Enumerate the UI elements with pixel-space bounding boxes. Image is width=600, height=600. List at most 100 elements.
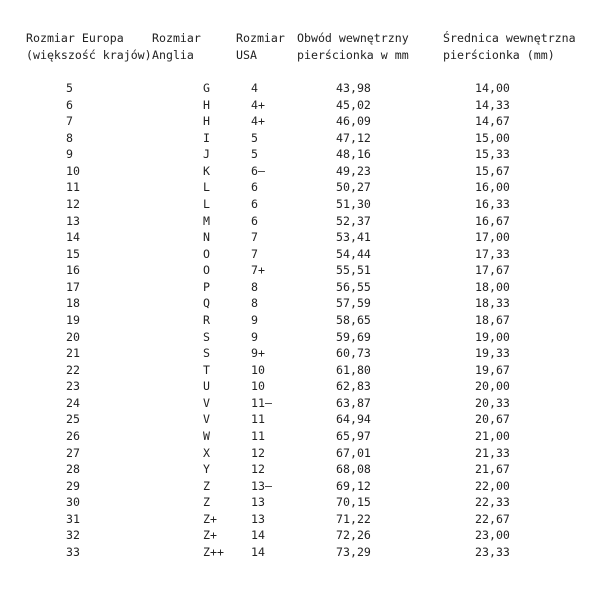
size-uk-cell: Q	[203, 296, 210, 311]
circumference-mm-cell: 52,37	[336, 213, 371, 228]
circumference-mm-cell: 50,27	[336, 180, 371, 195]
diameter-mm-cell: 17,33	[475, 246, 510, 261]
diameter-mm-cell: 21,00	[475, 428, 510, 443]
diameter-mm-cell: 15,33	[475, 147, 510, 162]
circumference-mm-cell: 49,23	[336, 163, 371, 178]
circumference-mm-cell: 70,15	[336, 495, 371, 510]
size-uk-cell: N	[203, 230, 210, 245]
size-usa-cell: 12	[251, 462, 265, 477]
size-europe-cell: 24	[66, 395, 80, 410]
size-uk-cell: G	[203, 81, 210, 95]
diameter-mm-cell: 20,00	[475, 379, 510, 394]
size-uk-cell: V	[203, 412, 210, 427]
diameter-mm-cell: 18,00	[475, 279, 510, 294]
size-usa-cell: 4+	[251, 114, 265, 129]
size-europe-cell: 7	[66, 114, 73, 129]
circumference-mm-cell: 71,22	[336, 511, 371, 526]
size-usa-cell: 10	[251, 362, 265, 377]
diameter-mm-cell: 14,00	[475, 81, 510, 95]
size-europe-cell: 5	[66, 81, 73, 95]
diameter-mm-cell: 23,00	[475, 528, 510, 543]
size-usa-cell: 13–	[251, 478, 272, 493]
size-usa-cell: 9+	[251, 346, 265, 361]
size-uk-cell: Z++	[203, 544, 224, 559]
size-usa-cell: 12	[251, 445, 265, 460]
circumference-mm-cell: 46,09	[336, 114, 371, 129]
size-europe-cell: 9	[66, 147, 73, 162]
size-uk-cell: Z+	[203, 511, 217, 526]
size-europe-cell: 21	[66, 346, 80, 361]
size-uk-cell: V	[203, 395, 210, 410]
circumference-mm-cell: 62,83	[336, 379, 371, 394]
size-usa-cell: 6	[251, 180, 258, 195]
size-uk-cell: O	[203, 263, 210, 278]
circumference-mm-cell: 64,94	[336, 412, 371, 427]
size-usa-cell: 7	[251, 246, 258, 261]
size-uk-cell: Z+	[203, 528, 217, 543]
diameter-mm-cell: 22,67	[475, 511, 510, 526]
size-uk-cell: P	[203, 279, 210, 294]
circumference-mm-cell: 59,69	[336, 329, 371, 344]
size-usa-cell: 5	[251, 130, 258, 145]
diameter-mm-cell: 16,00	[475, 180, 510, 195]
size-usa-cell: 9	[251, 329, 258, 344]
size-usa-cell: 13	[251, 495, 265, 510]
size-europe-cell: 28	[66, 462, 80, 477]
diameter-mm-cell: 20,67	[475, 412, 510, 427]
size-europe-cell: 17	[66, 279, 80, 294]
diameter-mm-cell: 15,67	[475, 163, 510, 178]
size-uk-cell: W	[203, 428, 210, 443]
diameter-mm-cell: 15,00	[475, 130, 510, 145]
size-uk-cell: L	[203, 180, 210, 195]
diameter-mm-cell: 19,33	[475, 346, 510, 361]
header-europe-line1: Rozmiar Europa	[26, 31, 124, 45]
diameter-mm-cell: 16,67	[475, 213, 510, 228]
size-europe-cell: 27	[66, 445, 80, 460]
diameter-mm-cell: 14,67	[475, 114, 510, 129]
header-usa-line1: Rozmiar	[236, 31, 285, 45]
diameter-mm-cell: 17,00	[475, 230, 510, 245]
circumference-mm-cell: 51,30	[336, 196, 371, 211]
size-usa-cell: 4	[251, 81, 258, 95]
diameter-mm-cell: 19,00	[475, 329, 510, 344]
size-usa-cell: 11	[251, 428, 265, 443]
size-europe-cell: 12	[66, 196, 80, 211]
size-usa-cell: 8	[251, 279, 258, 294]
size-uk-cell: U	[203, 379, 210, 394]
circumference-mm-cell: 65,97	[336, 428, 371, 443]
circumference-mm-cell: 53,41	[336, 230, 371, 245]
size-uk-cell: Z	[203, 495, 210, 510]
size-usa-cell: 7+	[251, 263, 265, 278]
size-europe-cell: 22	[66, 362, 80, 377]
size-uk-cell: H	[203, 114, 210, 129]
diameter-mm-cell: 22,00	[475, 478, 510, 493]
circumference-mm-cell: 56,55	[336, 279, 371, 294]
size-europe-cell: 6	[66, 97, 73, 112]
circumference-mm-cell: 63,87	[336, 395, 371, 410]
diameter-mm-cell: 22,33	[475, 495, 510, 510]
size-uk-cell: H	[203, 97, 210, 112]
header-diameter-line2: pierścionka (mm)	[443, 48, 555, 62]
size-uk-cell: R	[203, 312, 210, 327]
size-usa-cell: 13	[251, 511, 265, 526]
size-uk-cell: J	[203, 147, 210, 162]
size-uk-cell: Y	[203, 462, 210, 477]
circumference-mm-cell: 68,08	[336, 462, 371, 477]
size-europe-cell: 10	[66, 163, 80, 178]
header-circumference-line1: Obwód wewnętrzny	[297, 31, 409, 45]
diameter-mm-cell: 21,33	[475, 445, 510, 460]
size-uk-cell: S	[203, 329, 210, 344]
circumference-mm-cell: 60,73	[336, 346, 371, 361]
size-europe-cell: 18	[66, 296, 80, 311]
header-circumference-line2: pierścionka w mm	[297, 48, 409, 62]
circumference-mm-cell: 58,65	[336, 312, 371, 327]
size-europe-cell: 33	[66, 544, 80, 559]
size-uk-cell: S	[203, 346, 210, 361]
size-europe-cell: 32	[66, 528, 80, 543]
size-europe-cell: 20	[66, 329, 80, 344]
size-europe-cell: 30	[66, 495, 80, 510]
circumference-mm-cell: 73,29	[336, 544, 371, 559]
circumference-mm-cell: 67,01	[336, 445, 371, 460]
size-uk-cell: I	[203, 130, 210, 145]
header-uk-line2: Anglia	[152, 48, 194, 62]
